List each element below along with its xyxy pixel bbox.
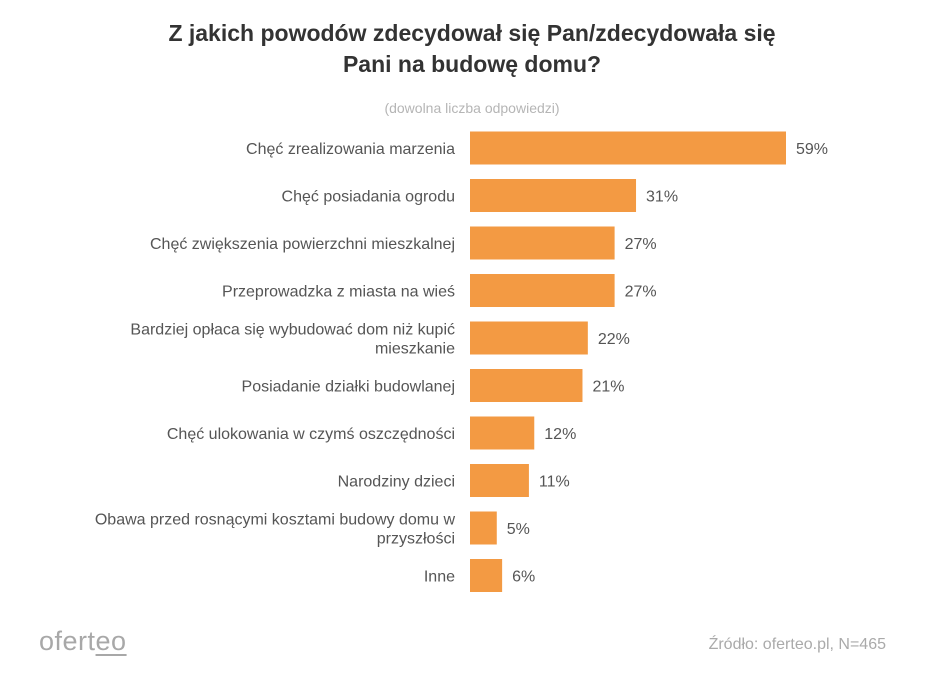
category-label-9: Inne <box>424 569 455 586</box>
logo-text-end: eo <box>95 626 127 656</box>
logo-text-main: ofert <box>39 626 96 656</box>
chart-title-line-1: Z jakich powodów zdecydował się Pan/zdec… <box>168 20 776 46</box>
category-label-0: Chęć zrealizowania marzenia <box>246 141 455 158</box>
bar-6 <box>470 416 535 450</box>
bar-3 <box>470 274 615 307</box>
bar-1 <box>470 179 637 212</box>
bar-0 <box>470 131 786 165</box>
category-label-8-line-0: Obawa przed rosnącymi kosztami budowy do… <box>95 512 456 529</box>
category-label-2: Chęć zwiększenia powierzchni mieszkalnej <box>150 236 455 253</box>
value-label-2: 27% <box>625 236 657 253</box>
value-label-3: 27% <box>625 284 657 301</box>
source-note: Źródło: oferteo.pl, N=465 <box>708 636 886 653</box>
value-label-1: 31% <box>646 189 678 206</box>
bar-7 <box>470 464 529 497</box>
value-label-0: 59% <box>796 141 828 158</box>
oferteo-logo: oferteo <box>39 626 127 657</box>
value-label-4: 22% <box>598 331 630 348</box>
category-label-6: Chęć ulokowania w czymś oszczędności <box>167 426 455 443</box>
bar-4 <box>470 321 588 355</box>
value-label-8: 5% <box>507 521 530 538</box>
value-label-7: 11% <box>539 474 570 491</box>
bar-5 <box>470 369 583 402</box>
bar-9 <box>470 559 503 592</box>
chart-title: Z jakich powodów zdecydował się Pan/zdec… <box>60 18 884 80</box>
value-label-6: 12% <box>544 426 576 443</box>
category-label-1: Chęć posiadania ogrodu <box>282 189 455 206</box>
category-label-3: Przeprowadzka z miasta na wieś <box>222 284 455 301</box>
bar-8 <box>470 511 497 545</box>
category-label-7: Narodziny dzieci <box>338 474 455 491</box>
category-label-4-line-0: Bardziej opłaca się wybudować dom niż ku… <box>130 322 455 339</box>
value-label-9: 6% <box>512 569 535 586</box>
bar-2 <box>470 226 615 260</box>
value-label-5: 21% <box>592 379 624 396</box>
chart-title-line-2: Pani na budowę domu? <box>342 51 602 77</box>
category-label-4-line-1: mieszkanie <box>375 341 455 358</box>
category-label-5: Posiadanie działki budowlanej <box>242 379 455 396</box>
category-label-8-line-1: przyszłości <box>377 531 455 548</box>
chart-subtitle: (dowolna liczba odpowiedzi) <box>384 100 560 116</box>
